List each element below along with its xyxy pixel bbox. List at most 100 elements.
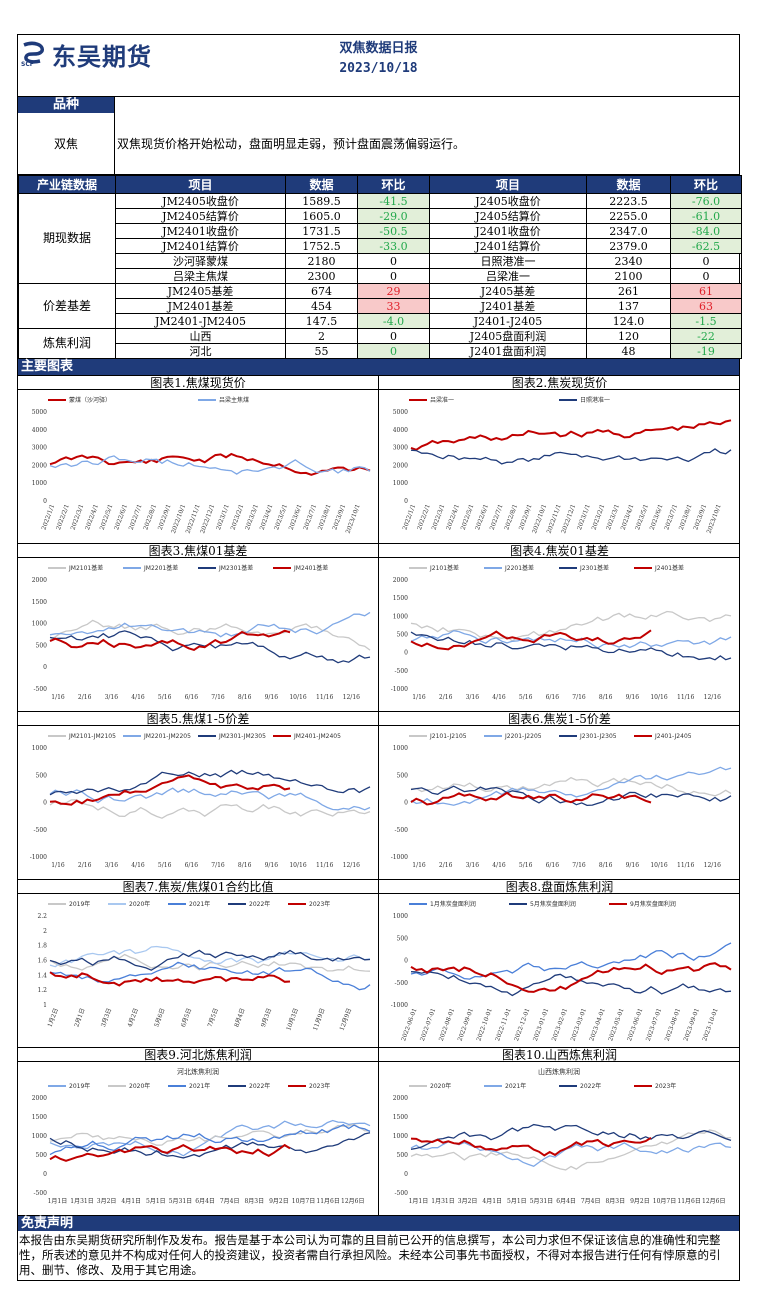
x-tick-label: 2023/9/1 bbox=[331, 503, 347, 531]
table-cell: 1605.0 bbox=[285, 208, 358, 224]
x-tick-label: 2022/9/1 bbox=[518, 503, 534, 531]
x-tick-label: 2022-08-01 bbox=[438, 1007, 456, 1042]
table-column-header: 数据 bbox=[586, 175, 671, 194]
series-line bbox=[410, 419, 732, 451]
legend-label: JM2301基差 bbox=[218, 564, 253, 572]
company-name: 东吴期货 bbox=[52, 42, 152, 71]
table-cell: J2401基差 bbox=[429, 298, 587, 314]
x-tick-label: 2023/5/1 bbox=[273, 503, 289, 531]
table-row: JM2401基差 454 33 J2401基差 137 63 bbox=[19, 298, 742, 314]
x-tick-label: 5月6日 bbox=[153, 1007, 166, 1028]
y-tick-label: 0 bbox=[43, 664, 47, 671]
x-tick-label: 2/16 bbox=[439, 862, 453, 869]
legend-label: 2021年 bbox=[505, 1082, 526, 1090]
y-tick-label: -500 bbox=[34, 827, 48, 834]
series-line bbox=[410, 1141, 732, 1168]
x-tick-label: 7/16 bbox=[572, 694, 586, 701]
x-tick-label: 5/16 bbox=[158, 862, 172, 869]
table-cell: J2405基差 bbox=[429, 283, 587, 299]
y-tick-label: -500 bbox=[395, 827, 409, 834]
x-tick-label: 2023/2/1 bbox=[591, 503, 607, 531]
table-cell: J2401结算价 bbox=[429, 238, 587, 254]
report-date: 2023/10/18 bbox=[339, 61, 418, 76]
x-tick-label: 10/16 bbox=[650, 862, 667, 869]
x-tick-label: 8月4日 bbox=[233, 1007, 246, 1028]
x-tick-label: 2023-10-01 bbox=[701, 1007, 719, 1042]
series-line bbox=[49, 787, 371, 811]
x-tick-label: 4/16 bbox=[131, 862, 145, 869]
x-tick-label: 2022-12-01 bbox=[513, 1007, 531, 1042]
series-line bbox=[49, 774, 291, 806]
table-cell: -41.5 bbox=[357, 193, 430, 209]
chart-subtitle: 山西炼焦利润 bbox=[538, 1067, 580, 1076]
series-line bbox=[410, 962, 732, 993]
table-cell: 147.5 bbox=[285, 313, 358, 329]
y-tick-label: 1.8 bbox=[37, 943, 47, 950]
table-cell: 2100 bbox=[586, 268, 671, 284]
chart-panel: 图表5.焦煤1-5价差 JM2101-JM2105 JM2201-JM2205 JM2… bbox=[18, 711, 379, 879]
svg-text:SCF: SCF bbox=[21, 61, 34, 67]
x-tick-label: 11月9日 bbox=[312, 1007, 327, 1031]
y-tick-label: 0 bbox=[404, 1171, 408, 1178]
table-cell: JM2401收盘价 bbox=[115, 223, 286, 239]
x-tick-label: 2023/4/1 bbox=[259, 503, 275, 531]
y-tick-label: 1 bbox=[43, 1002, 47, 1009]
y-tick-label: 500 bbox=[397, 632, 409, 639]
x-tick-label: 2023-04-01 bbox=[588, 1007, 606, 1042]
x-tick-label: 2022/7/1 bbox=[489, 503, 505, 531]
legend-label: 2022年 bbox=[580, 1082, 601, 1090]
x-tick-label: 2023/3/1 bbox=[605, 503, 621, 531]
x-tick-label: 2022/8/1 bbox=[142, 503, 158, 531]
y-tick-label: 0 bbox=[404, 498, 408, 505]
series-line bbox=[49, 611, 371, 638]
table-cell: -84.0 bbox=[670, 223, 742, 239]
y-tick-label: 2 bbox=[43, 928, 47, 935]
x-tick-label: 4月1日 bbox=[482, 1198, 502, 1205]
legend-label: 2019年 bbox=[69, 1082, 90, 1090]
y-tick-label: 500 bbox=[397, 1152, 409, 1159]
table-cell: J2401-J2405 bbox=[429, 313, 587, 329]
x-tick-label: 9/16 bbox=[265, 694, 279, 701]
series-line bbox=[410, 766, 732, 806]
table-cell: J2405收盘价 bbox=[429, 193, 587, 209]
table-cell: 0 bbox=[357, 328, 430, 344]
x-tick-label: 2023/1/1 bbox=[576, 503, 592, 531]
logo-icon: SCF bbox=[21, 41, 44, 67]
x-tick-label: 10月3日 bbox=[285, 1007, 300, 1031]
chart-panel: 图表10.山西炼焦利润 山西炼焦利润 2020年 2021年 2022年 2023年 200… bbox=[379, 1047, 740, 1215]
x-tick-label: 2022-07-01 bbox=[419, 1007, 437, 1042]
table-cell: 0 bbox=[357, 253, 430, 269]
x-tick-label: 3月2日 bbox=[458, 1198, 478, 1205]
x-tick-label: 2023-06-01 bbox=[626, 1007, 644, 1042]
x-tick-label: 5月31日 bbox=[530, 1198, 553, 1205]
table-cell: J2405结算价 bbox=[429, 208, 587, 224]
x-tick-label: 2023-03-01 bbox=[570, 1007, 588, 1042]
table-cell: JM2405基差 bbox=[115, 283, 286, 299]
table-cell: 674 bbox=[285, 283, 358, 299]
y-tick-label: 1000 bbox=[393, 613, 408, 620]
x-tick-label: 12月6日 bbox=[702, 1198, 725, 1205]
chart-svg: J2101基差 J2201基差 J2301基差 J2401基差 2000 1500 1000… bbox=[391, 564, 732, 701]
x-tick-label: 2022/1/1 bbox=[40, 503, 56, 531]
y-tick-label: 4000 bbox=[32, 427, 47, 434]
chart-svg: JM2101-JM2105 JM2201-JM2205 JM2301-JM2305 J… bbox=[30, 733, 371, 869]
y-tick-label: 1500 bbox=[393, 595, 408, 602]
x-tick-label: 2022/6/1 bbox=[474, 503, 490, 531]
legend-label: 2022年 bbox=[249, 1082, 270, 1090]
x-tick-label: 2023/4/1 bbox=[620, 503, 636, 531]
table-row: 炼焦利润 山西 2 0 J2405盘面利润 120 -22 bbox=[18, 328, 742, 359]
x-tick-label: 2023-07-01 bbox=[645, 1007, 663, 1042]
chart-panel: 图表9.河北炼焦利润 河北炼焦利润 2019年 2020年 2021年 2022年 2023… bbox=[18, 1047, 379, 1215]
legend-label: JM2401-JM2405 bbox=[293, 733, 341, 740]
y-tick-label: 500 bbox=[397, 772, 409, 779]
y-tick-label: -1000 bbox=[391, 686, 408, 693]
table-cell: 1589.5 bbox=[285, 193, 358, 209]
charts-section-bar: 主要图表 bbox=[18, 359, 739, 375]
table-row: 期现数据 JM2405收盘价 1589.5 -41.5 J2405收盘价 2223.5 -7… bbox=[18, 193, 742, 284]
x-tick-label: 1月31日 bbox=[431, 1198, 454, 1205]
x-tick-label: 2022/4/1 bbox=[84, 503, 100, 531]
x-tick-label: 8/16 bbox=[599, 694, 613, 701]
legend-label: JM2101基差 bbox=[68, 564, 103, 572]
chart-panel: 图表1.焦煤现货价 蒙煤（沙河驿） 吕梁主焦煤 5000 4000 3000 2000 100… bbox=[18, 375, 379, 543]
series-line bbox=[49, 945, 371, 968]
